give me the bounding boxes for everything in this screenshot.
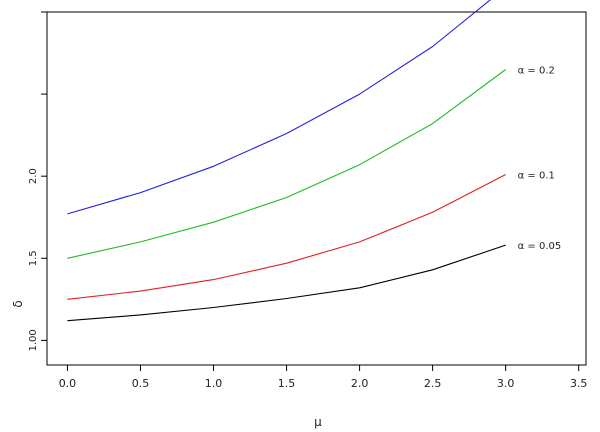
y-tick-label: 1.00 xyxy=(28,329,39,351)
y-tick-label: 2.0 xyxy=(28,168,39,184)
x-tick-label: 0.5 xyxy=(132,377,150,390)
series-line xyxy=(67,174,506,300)
series-line xyxy=(67,69,507,259)
y-axis: 1.00 1.5 2.0 xyxy=(28,11,47,352)
series-labels: α = 0.05α = 0.1α = 0.2α = 0.3 xyxy=(518,65,562,252)
series-label: α = 0.1 xyxy=(518,171,555,182)
plot-frame xyxy=(46,11,587,366)
series-line xyxy=(67,0,491,215)
x-tick-label: 2.5 xyxy=(424,377,442,390)
x-tick-label: 3.0 xyxy=(497,377,515,390)
y-axis-title: δ xyxy=(11,300,25,307)
x-tick-label: 1.5 xyxy=(278,377,296,390)
x-axis: 0.0 0.5 1.0 1.5 2.0 2.5 3.0 3.5 xyxy=(59,365,588,390)
series-lines xyxy=(67,0,507,322)
x-tick-label: 2.0 xyxy=(351,377,369,390)
series-label: α = 0.05 xyxy=(518,241,562,252)
series-line xyxy=(67,244,506,322)
x-tick-label: 3.5 xyxy=(570,377,588,390)
series-label: α = 0.2 xyxy=(518,65,555,76)
x-tick-label: 0.0 xyxy=(59,377,77,390)
x-axis-title: μ xyxy=(314,415,322,429)
x-tick-label: 1.0 xyxy=(205,377,223,390)
y-tick-label: 1.5 xyxy=(28,250,39,266)
